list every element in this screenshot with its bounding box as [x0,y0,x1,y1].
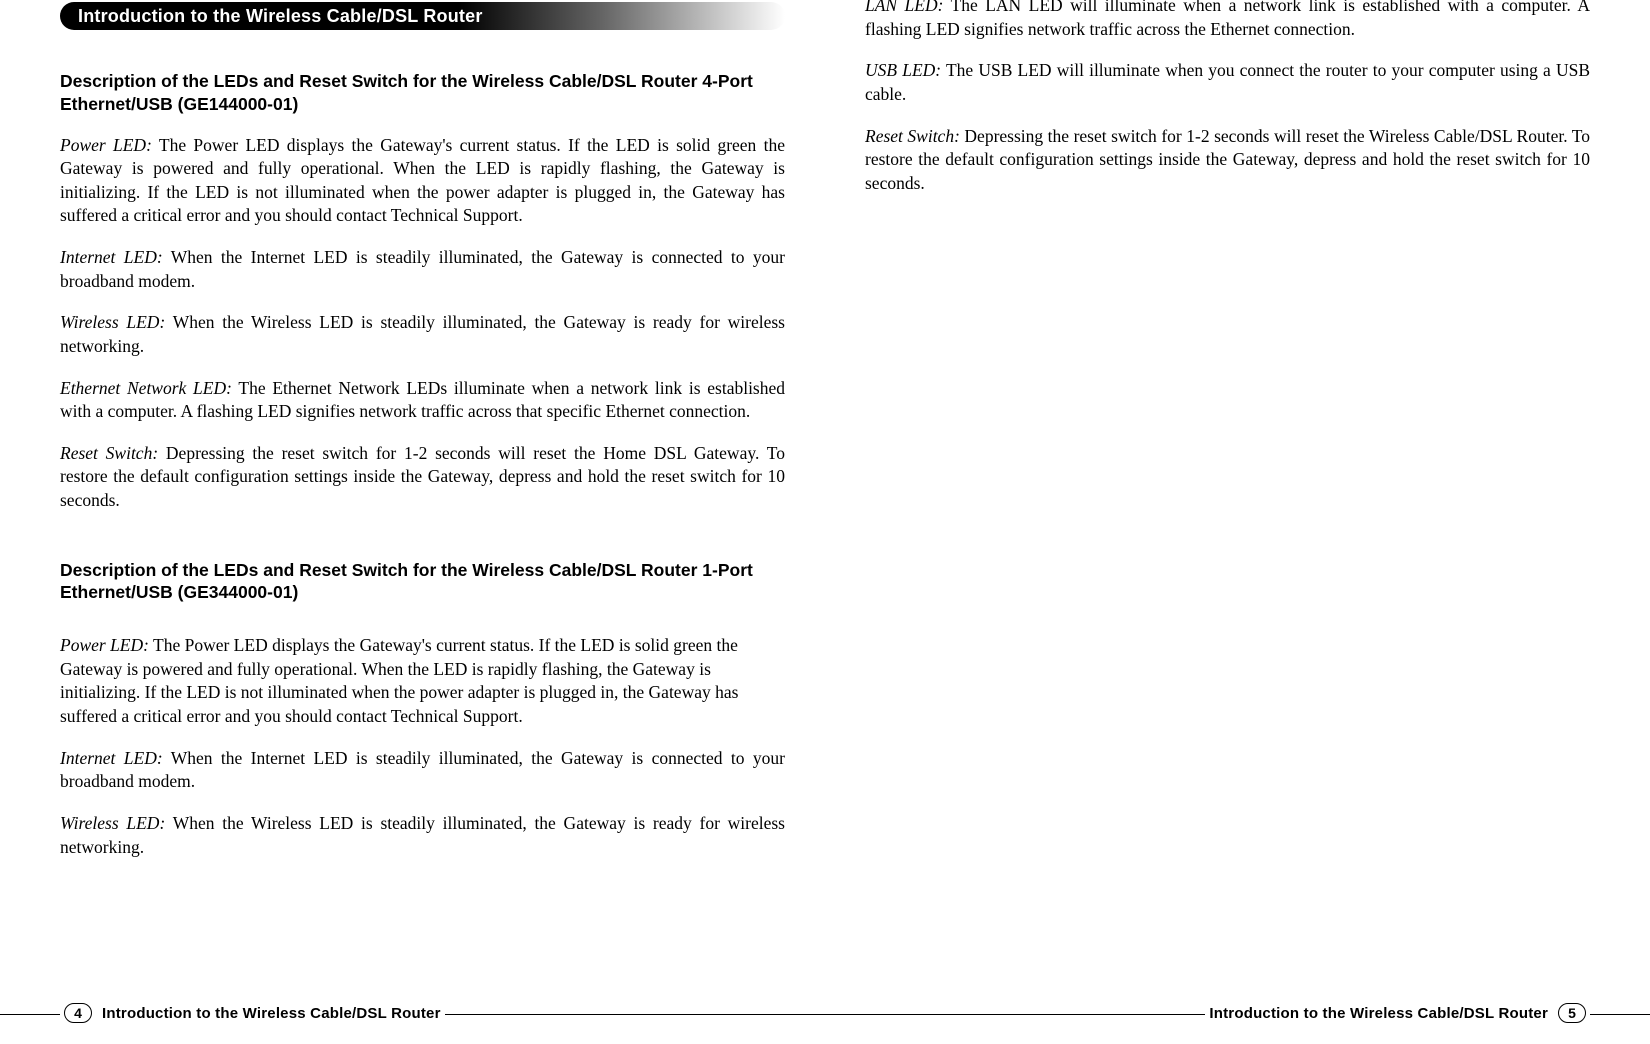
paragraph-internet-led-4port: Internet LED: When the Internet LED is s… [60,246,785,293]
body-internet-led: When the Internet LED is steadily illumi… [60,247,785,291]
term-usb-led: USB LED: [865,60,941,80]
paragraph-ethernet-led-4port: Ethernet Network LED: The Ethernet Netwo… [60,377,785,424]
page-number-right: 5 [1558,1003,1586,1023]
term-power-led-2: Power LED: [60,635,149,655]
footer-content-right: Introduction to the Wireless Cable/DSL R… [1205,1004,1590,1023]
body-power-led: The Power LED displays the Gateway's cur… [60,135,785,226]
page-container: Introduction to the Wireless Cable/DSL R… [0,0,1650,1044]
footer-title-left: Introduction to the Wireless Cable/DSL R… [102,1005,441,1022]
section-header-title: Introduction to the Wireless Cable/DSL R… [78,6,483,27]
page-number-left: 4 [64,1003,92,1023]
body-wireless-led: When the Wireless LED is steadily illumi… [60,312,785,356]
body-reset-switch: Depressing the reset switch for 1-2 seco… [60,443,785,510]
section-heading-1: Description of the LEDs and Reset Switch… [60,70,785,116]
term-internet-led: Internet LED: [60,247,163,267]
term-reset-switch: Reset Switch: [60,443,158,463]
term-wireless-led-2: Wireless LED: [60,813,165,833]
term-lan-led: LAN LED: [865,0,943,15]
term-reset-switch-2: Reset Switch: [865,126,960,146]
section-header-bar: Introduction to the Wireless Cable/DSL R… [60,2,785,30]
paragraph-wireless-led-4port: Wireless LED: When the Wireless LED is s… [60,311,785,358]
paragraph-power-led-1port: Power LED: The Power LED displays the Ga… [60,634,785,729]
body-lan-led: The LAN LED will illuminate when a netwo… [865,0,1590,39]
term-wireless-led: Wireless LED: [60,312,165,332]
footer-title-right: Introduction to the Wireless Cable/DSL R… [1209,1005,1548,1022]
body-reset-switch-2: Depressing the reset switch for 1-2 seco… [865,126,1590,193]
paragraph-internet-led-1port: Internet LED: When the Internet LED is s… [60,747,785,794]
paragraph-reset-switch-4port: Reset Switch: Depressing the reset switc… [60,442,785,513]
paragraph-power-led-4port: Power LED: The Power LED displays the Ga… [60,134,785,229]
section-gap [60,531,785,559]
footer-content-left: 4 Introduction to the Wireless Cable/DSL… [60,1004,445,1023]
left-column: Introduction to the Wireless Cable/DSL R… [0,0,825,1044]
body-power-led-2: The Power LED displays the Gateway's cur… [60,635,738,726]
paragraph-lan-led: LAN LED: The LAN LED will illuminate whe… [865,0,1590,41]
term-power-led: Power LED: [60,135,152,155]
body-internet-led-2: When the Internet LED is steadily illumi… [60,748,785,792]
term-internet-led-2: Internet LED: [60,748,163,768]
spacer [60,622,785,634]
right-column: LAN LED: The LAN LED will illuminate whe… [825,0,1650,1044]
body-usb-led: The USB LED will illuminate when you con… [865,60,1590,104]
term-ethernet-led: Ethernet Network LED: [60,378,232,398]
right-footer: Introduction to the Wireless Cable/DSL R… [825,1004,1650,1044]
body-wireless-led-2: When the Wireless LED is steadily illumi… [60,813,785,857]
section-heading-2: Description of the LEDs and Reset Switch… [60,559,785,605]
left-footer: 4 Introduction to the Wireless Cable/DSL… [0,1004,825,1044]
paragraph-usb-led: USB LED: The USB LED will illuminate whe… [865,59,1590,106]
paragraph-reset-switch-2: Reset Switch: Depressing the reset switc… [865,125,1590,196]
paragraph-wireless-led-1port: Wireless LED: When the Wireless LED is s… [60,812,785,859]
